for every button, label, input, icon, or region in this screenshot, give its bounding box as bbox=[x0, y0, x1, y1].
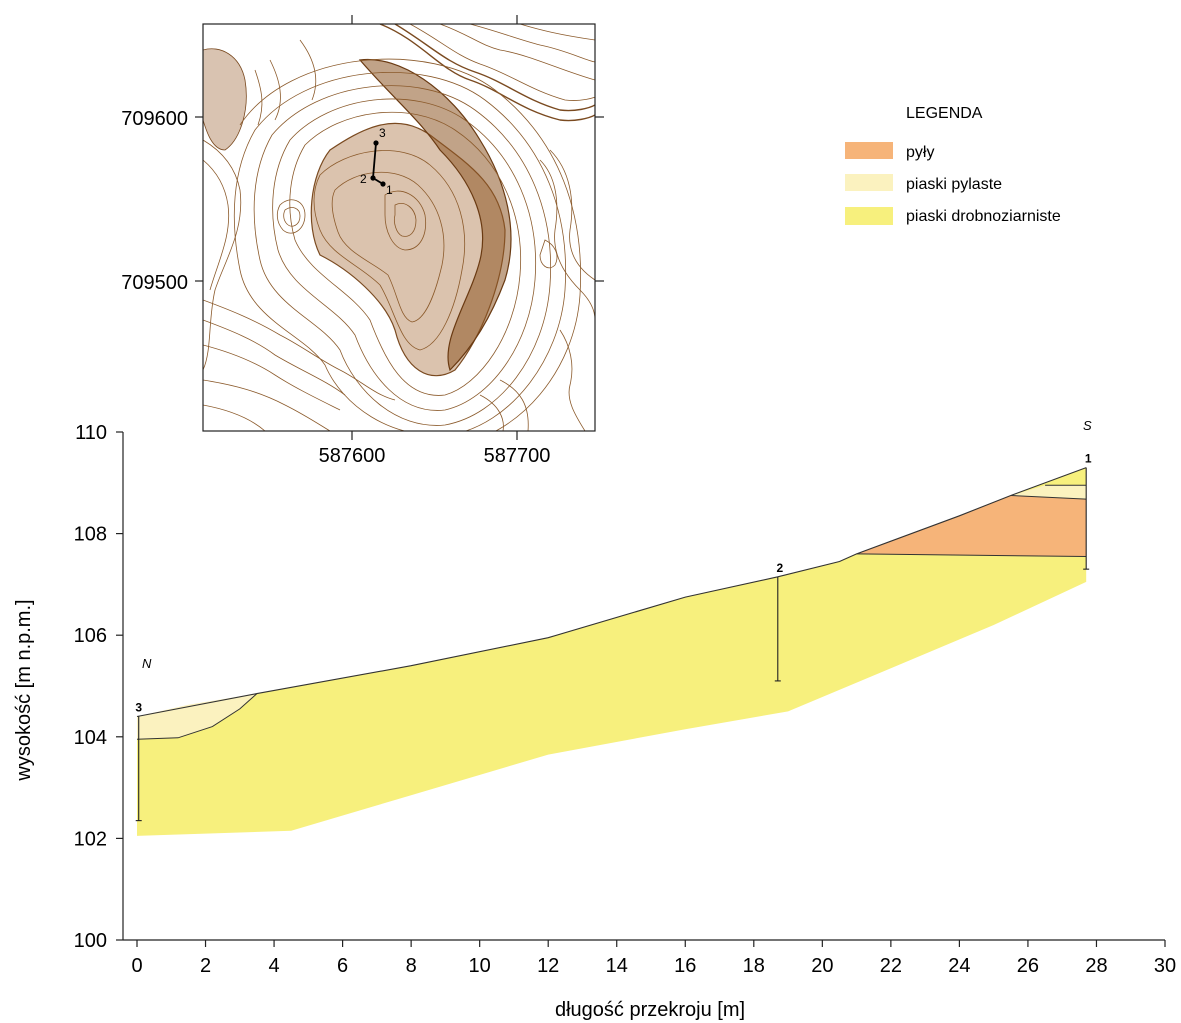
x-tick-label: 2 bbox=[200, 955, 211, 977]
map-label-1: 1 bbox=[386, 183, 393, 197]
map-point-3 bbox=[373, 140, 379, 146]
x-tick-label: 18 bbox=[743, 955, 765, 977]
layer-pyly bbox=[856, 495, 1087, 557]
map-point-2 bbox=[370, 175, 376, 181]
y-tick-label: 104 bbox=[74, 727, 107, 749]
contour-map: 709600 709500 587600 587700 3 2 1 bbox=[121, 15, 604, 467]
boundary-pyly-bottom bbox=[856, 553, 1087, 557]
x-axis-label: długość przekroju [m] bbox=[555, 999, 745, 1021]
x-tick-label: 14 bbox=[606, 955, 628, 977]
y-tick-label: 106 bbox=[74, 625, 107, 647]
y-axis-label: wysokość [m n.p.m.] bbox=[13, 599, 35, 781]
layer-piaski-drobnoziarniste bbox=[137, 467, 1087, 836]
contour-lines bbox=[203, 24, 595, 431]
x-tick-label: 6 bbox=[337, 955, 348, 977]
x-tick-label: 26 bbox=[1017, 955, 1039, 977]
layer-piaski-pylaste-s bbox=[1010, 485, 1087, 500]
map-label-2: 2 bbox=[360, 172, 367, 186]
x-tick-label: 22 bbox=[880, 955, 902, 977]
layer-piaski-drobnoziarniste-s-top bbox=[1045, 467, 1087, 486]
legend-swatch-pyly bbox=[845, 142, 893, 159]
x-tick-label: 20 bbox=[811, 955, 833, 977]
boundary-pyly-top bbox=[1010, 495, 1087, 500]
borehole-label-1: 1 bbox=[1085, 452, 1092, 466]
direction-n: N bbox=[142, 656, 152, 671]
x-tick-label: 0 bbox=[131, 955, 142, 977]
legend: LEGENDA pyły piaski pylaste piaski drobn… bbox=[845, 105, 1061, 225]
map-xtick-587600: 587600 bbox=[319, 445, 386, 467]
y-tick-label: 110 bbox=[75, 422, 107, 444]
section-axes: 0 2 4 6 8 10 12 14 16 18 20 22 24 26 28 301001021041061… bbox=[74, 422, 1177, 977]
section-line bbox=[370, 140, 386, 187]
section-boreholes: 1 2 3 bbox=[135, 452, 1092, 822]
legend-title: LEGENDA bbox=[906, 105, 983, 122]
y-tick-label: 102 bbox=[74, 828, 107, 850]
legend-label-pyly: pyły bbox=[906, 144, 934, 161]
section-layers bbox=[136, 467, 1087, 836]
x-tick-label: 24 bbox=[948, 955, 970, 977]
x-tick-label: 8 bbox=[406, 955, 417, 977]
direction-s: S bbox=[1083, 418, 1092, 433]
boundary-pylaste-n bbox=[136, 693, 258, 740]
x-tick-label: 12 bbox=[537, 955, 559, 977]
ridge-slope bbox=[358, 58, 512, 372]
x-tick-label: 4 bbox=[269, 955, 280, 977]
legend-label-piaski-pylaste: piaski pylaste bbox=[906, 176, 1002, 193]
x-tick-label: 10 bbox=[469, 955, 491, 977]
borehole-label-2: 2 bbox=[776, 561, 783, 575]
y-tick-label: 100 bbox=[74, 930, 107, 952]
map-ytick-709500: 709500 bbox=[121, 272, 188, 294]
x-tick-label: 30 bbox=[1154, 955, 1176, 977]
map-xtick-587700: 587700 bbox=[484, 445, 551, 467]
map-label-3: 3 bbox=[379, 126, 386, 140]
map-ytick-709600: 709600 bbox=[121, 108, 188, 130]
x-tick-label: 28 bbox=[1085, 955, 1107, 977]
y-tick-label: 108 bbox=[74, 524, 107, 546]
map-frame bbox=[202, 23, 596, 432]
map-point-1 bbox=[380, 181, 386, 187]
layer-piaski-pylaste-n bbox=[137, 693, 257, 740]
cross-section-chart: 0 2 4 6 8 10 12 14 16 18 20 22 24 26 28 301001021041061… bbox=[13, 418, 1176, 1021]
legend-swatch-piaski-drobnoziarniste bbox=[845, 207, 893, 225]
map-ticks bbox=[195, 15, 604, 440]
legend-swatch-piaski-pylaste bbox=[845, 174, 893, 191]
x-tick-label: 16 bbox=[674, 955, 696, 977]
borehole-label-3: 3 bbox=[135, 700, 142, 714]
west-slope bbox=[203, 48, 247, 151]
legend-label-piaski-drobnoziarniste: piaski drobnoziarniste bbox=[906, 208, 1061, 225]
